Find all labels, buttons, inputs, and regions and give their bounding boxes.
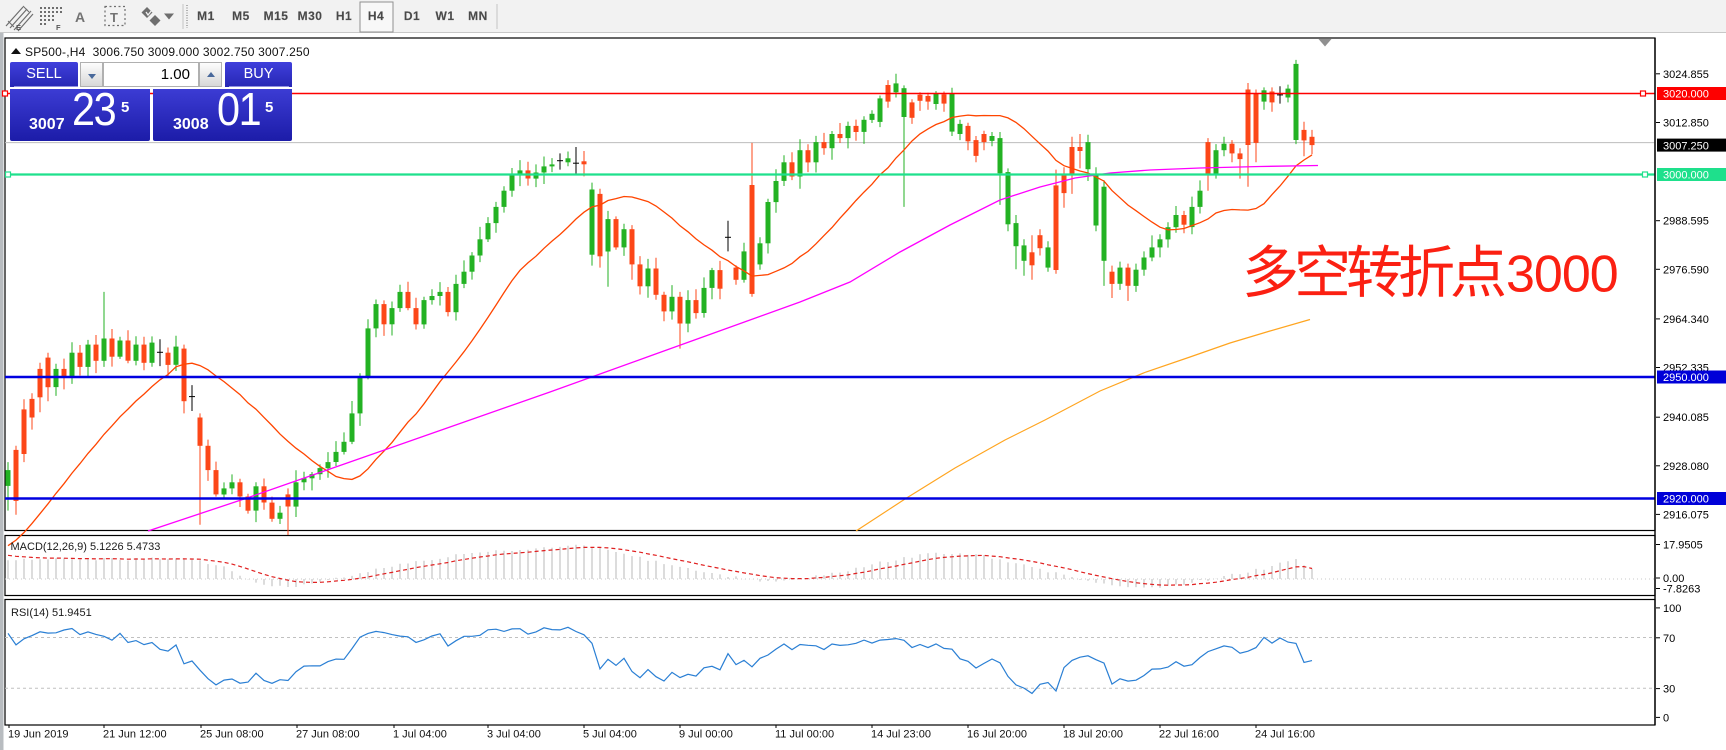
svg-text:3020.000: 3020.000 [1663,89,1709,101]
svg-text:16 Jul 20:00: 16 Jul 20:00 [967,729,1027,741]
svg-text:2920.000: 2920.000 [1663,494,1709,506]
svg-text:0: 0 [1663,712,1669,724]
svg-text:30: 30 [1663,684,1675,696]
svg-text:27 Jun 08:00: 27 Jun 08:00 [296,729,360,741]
svg-text:2988.595: 2988.595 [1663,216,1709,228]
svg-text:2940.085: 2940.085 [1663,412,1709,424]
svg-text:MACD(12,26,9) 5.1226 5.4733: MACD(12,26,9) 5.1226 5.4733 [11,541,161,553]
svg-text:A: A [75,9,85,25]
svg-text:3024.855: 3024.855 [1663,69,1709,81]
svg-text:5 Jul 04:00: 5 Jul 04:00 [583,729,637,741]
svg-text:21 Jun 12:00: 21 Jun 12:00 [103,729,167,741]
svg-text:19 Jun 2019: 19 Jun 2019 [8,729,69,741]
svg-text:17.9505: 17.9505 [1663,540,1703,552]
svg-text:2964.340: 2964.340 [1663,314,1709,326]
svg-text:-7.8263: -7.8263 [1663,584,1700,596]
svg-text:1 Jul 04:00: 1 Jul 04:00 [393,729,447,741]
svg-text:22 Jul 16:00: 22 Jul 16:00 [1159,729,1219,741]
svg-text:25 Jun 08:00: 25 Jun 08:00 [200,729,264,741]
svg-text:24 Jul 16:00: 24 Jul 16:00 [1255,729,1315,741]
svg-text:3007.250: 3007.250 [1663,140,1709,152]
svg-text:3 Jul 04:00: 3 Jul 04:00 [487,729,541,741]
svg-text:14 Jul 23:00: 14 Jul 23:00 [871,729,931,741]
svg-text:70: 70 [1663,633,1675,645]
svg-text:E: E [16,23,21,32]
svg-text:3012.850: 3012.850 [1663,118,1709,130]
svg-text:2916.075: 2916.075 [1663,509,1709,521]
svg-text:2928.080: 2928.080 [1663,461,1709,473]
svg-text:18 Jul 20:00: 18 Jul 20:00 [1063,729,1123,741]
svg-text:RSI(14) 51.9451: RSI(14) 51.9451 [11,607,92,619]
svg-text:SP500-,H4 3006.750 3009.000 3: SP500-,H4 3006.750 3009.000 3002.750 300… [25,45,310,59]
svg-text:3000: 3000 [1506,246,1618,304]
svg-text:11 Jul 00:00: 11 Jul 00:00 [775,729,834,741]
svg-text:100: 100 [1663,603,1681,615]
svg-text:F: F [56,23,61,32]
svg-text:0.00: 0.00 [1663,573,1684,585]
svg-text:2976.590: 2976.590 [1663,264,1709,276]
svg-text:9 Jul 00:00: 9 Jul 00:00 [679,729,733,741]
svg-text:3000.000: 3000.000 [1663,170,1709,182]
svg-text:T: T [110,10,118,25]
svg-text:2950.000: 2950.000 [1663,372,1709,384]
